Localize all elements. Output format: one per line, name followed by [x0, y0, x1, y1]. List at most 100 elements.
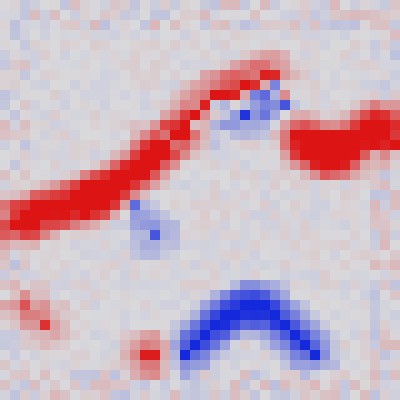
heatmap-cell	[40, 90, 51, 101]
heatmap-cell	[0, 140, 11, 151]
heatmap-cell	[270, 300, 281, 311]
heatmap-cell	[210, 0, 221, 11]
heatmap-cell	[70, 80, 81, 91]
heatmap-cell	[130, 330, 141, 341]
heatmap-cell	[180, 10, 191, 21]
heatmap-cell	[320, 230, 331, 241]
heatmap-cell	[70, 90, 81, 101]
heatmap-cell	[130, 340, 141, 351]
heatmap-cell	[20, 180, 31, 191]
heatmap-cell	[180, 120, 191, 131]
heatmap-cell	[100, 100, 111, 111]
heatmap-cell	[30, 270, 41, 281]
heatmap-cell	[140, 240, 151, 251]
heatmap-cell	[100, 380, 111, 391]
heatmap-cell	[230, 200, 241, 211]
heatmap-cell	[270, 210, 281, 221]
heatmap-cell	[60, 180, 71, 191]
heatmap-cell	[230, 190, 241, 201]
heatmap-cell	[260, 350, 271, 361]
heatmap-cell	[350, 360, 361, 371]
heatmap-cell	[90, 290, 101, 301]
heatmap-cell	[390, 120, 400, 131]
heatmap-cell	[220, 100, 231, 111]
heatmap-cell	[230, 220, 241, 231]
heatmap-cell	[230, 370, 241, 381]
heatmap-cell	[80, 30, 91, 41]
heatmap-cell	[30, 200, 41, 211]
heatmap-cell	[200, 150, 211, 161]
heatmap-cell	[150, 80, 161, 91]
heatmap-cell	[40, 30, 51, 41]
heatmap-cell	[120, 20, 131, 31]
heatmap-cell	[180, 300, 191, 311]
heatmap-cell	[310, 90, 321, 101]
heatmap-cell	[30, 260, 41, 271]
heatmap-cell	[320, 290, 331, 301]
heatmap-cell	[170, 150, 181, 161]
heatmap-cell	[180, 20, 191, 31]
heatmap-cell	[100, 110, 111, 121]
heatmap-cell	[0, 260, 11, 271]
heatmap-cell	[100, 180, 111, 191]
heatmap-cell	[250, 120, 261, 131]
heatmap-cell	[360, 280, 371, 291]
heatmap-cell	[90, 180, 101, 191]
heatmap-cell	[390, 370, 400, 381]
heatmap-cell	[380, 0, 391, 11]
heatmap-cell	[250, 200, 261, 211]
heatmap-cell	[100, 270, 111, 281]
heatmap-cell	[130, 380, 141, 391]
heatmap-cell	[20, 330, 31, 341]
heatmap-cell	[380, 110, 391, 121]
heatmap-cell	[250, 280, 261, 291]
heatmap-cell	[70, 0, 81, 11]
heatmap-cell	[180, 290, 191, 301]
heatmap-cell	[30, 10, 41, 21]
heatmap-cell	[200, 170, 211, 181]
heatmap-cell	[280, 120, 291, 131]
heatmap-cell	[0, 340, 11, 351]
heatmap-cell	[0, 360, 11, 371]
heatmap-cell	[310, 310, 321, 321]
heatmap-cell	[10, 80, 21, 91]
heatmap-cell	[370, 310, 381, 321]
heatmap-cell	[300, 300, 311, 311]
heatmap-cell	[100, 0, 111, 11]
heatmap-cell	[80, 100, 91, 111]
heatmap-cell	[280, 300, 291, 311]
heatmap-cell	[40, 350, 51, 361]
heatmap-cell	[190, 240, 201, 251]
heatmap-cell	[360, 360, 371, 371]
heatmap-cell	[230, 100, 241, 111]
heatmap-cell	[190, 390, 201, 400]
heatmap-cell	[10, 60, 21, 71]
heatmap-cell	[100, 20, 111, 31]
heatmap-cell	[140, 280, 151, 291]
heatmap-cell	[10, 370, 21, 381]
heatmap-cell	[160, 50, 171, 61]
heatmap-cell	[310, 360, 321, 371]
heatmap-cell	[280, 280, 291, 291]
heatmap-cell	[70, 230, 81, 241]
heatmap-cell	[140, 210, 151, 221]
heatmap-cell	[70, 190, 81, 201]
heatmap-cell	[340, 30, 351, 41]
heatmap-cell	[30, 80, 41, 91]
heatmap-cell	[260, 300, 271, 311]
heatmap-cell	[10, 270, 21, 281]
heatmap-cell	[10, 310, 21, 321]
heatmap-cell	[200, 330, 211, 341]
heatmap-cell	[340, 130, 351, 141]
heatmap-cell	[140, 300, 151, 311]
heatmap-cell	[10, 110, 21, 121]
heatmap-cell	[170, 270, 181, 281]
heatmap-cell	[10, 70, 21, 81]
heatmap-cell	[300, 290, 311, 301]
heatmap-cell	[230, 180, 241, 191]
heatmap-cell	[210, 300, 221, 311]
heatmap-cell	[320, 0, 331, 11]
heatmap-cell	[150, 150, 161, 161]
heatmap-cell	[80, 150, 91, 161]
heatmap-cell	[200, 370, 211, 381]
